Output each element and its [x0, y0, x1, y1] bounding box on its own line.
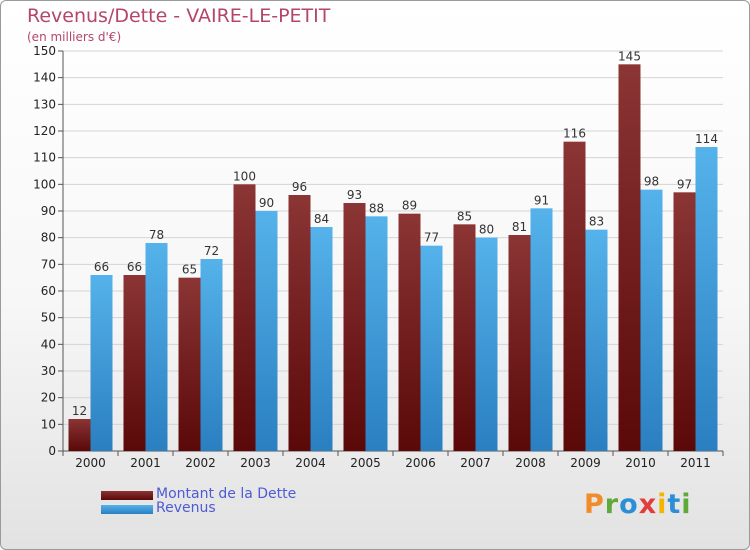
chart-subtitle: (en milliers d'€): [27, 30, 122, 44]
y-tick-label: 10: [41, 417, 56, 431]
y-tick-label: 70: [41, 257, 56, 271]
data-label-dette: 65: [182, 263, 197, 277]
bar-dette: [178, 277, 201, 451]
y-tick-label: 40: [41, 337, 56, 351]
bar-dette: [233, 184, 256, 452]
data-label-revenus: 78: [149, 228, 164, 242]
data-label-dette: 96: [292, 180, 307, 194]
x-tick-label: 2010: [625, 456, 656, 470]
data-label-dette: 85: [457, 209, 472, 223]
legend-label-revenus: Revenus: [156, 500, 216, 516]
data-label-dette: 66: [127, 260, 142, 274]
y-tick-label: 100: [33, 177, 56, 191]
bar-revenus: [530, 208, 553, 451]
legend-label-dette: Montant de la Dette: [156, 486, 297, 502]
y-tick-label: 140: [33, 71, 56, 85]
data-label-revenus: 88: [369, 201, 384, 215]
y-tick-label: 120: [33, 124, 56, 138]
y-tick-label: 0: [48, 444, 56, 458]
bar-revenus: [475, 237, 498, 451]
x-tick-label: 2003: [240, 456, 271, 470]
chart-title: Revenus/Dette - VAIRE-LE-PETIT: [27, 5, 331, 27]
x-tick-label: 2007: [460, 456, 491, 470]
bar-dette: [453, 224, 476, 451]
data-label-dette: 81: [512, 220, 527, 234]
x-tick-label: 2009: [570, 456, 601, 470]
bar-revenus: [145, 243, 168, 451]
y-tick-label: 80: [41, 231, 56, 245]
bar-dette: [563, 141, 586, 451]
y-tick-label: 130: [33, 97, 56, 111]
data-label-revenus: 114: [695, 132, 718, 146]
bar-revenus: [365, 216, 388, 451]
y-tick-label: 20: [41, 391, 56, 405]
bar-dette: [398, 213, 421, 451]
bar-revenus: [695, 147, 718, 451]
bar-revenus: [585, 229, 608, 451]
axes: 0102030405060708090100110120130140150200…: [33, 44, 724, 470]
y-tick-label: 50: [41, 311, 56, 325]
x-tick-label: 2001: [130, 456, 161, 470]
bar-revenus: [200, 259, 223, 451]
x-tick-label: 2005: [350, 456, 381, 470]
logo-letter: P: [584, 489, 605, 520]
data-label-revenus: 77: [424, 231, 439, 245]
data-label-revenus: 98: [644, 175, 659, 189]
data-label-dette: 93: [347, 188, 362, 202]
data-label-dette: 97: [677, 177, 692, 191]
y-tick-label: 110: [33, 151, 56, 165]
data-label-dette: 100: [233, 169, 256, 183]
logo-letter: o: [619, 489, 639, 520]
data-label-revenus: 84: [314, 212, 329, 226]
data-label-revenus: 72: [204, 244, 219, 258]
data-label-revenus: 80: [479, 223, 494, 237]
data-label-dette: 12: [72, 404, 87, 418]
data-label-revenus: 83: [589, 215, 604, 229]
bar-dette: [123, 275, 146, 451]
bar-dette: [68, 419, 91, 451]
logo-letter: t: [667, 489, 682, 520]
y-tick-label: 60: [41, 284, 56, 298]
proxiti-logo: Proxiti: [584, 489, 692, 520]
x-tick-label: 2004: [295, 456, 326, 470]
y-tick-label: 30: [41, 364, 56, 378]
y-tick-label: 150: [33, 44, 56, 58]
data-label-revenus: 91: [534, 193, 549, 207]
data-label-dette: 116: [563, 127, 586, 141]
legend-swatch-dette: [101, 491, 153, 500]
bar-revenus: [640, 189, 663, 451]
logo-letter: r: [604, 489, 620, 520]
logo-letter: i: [681, 489, 692, 520]
bar-dette: [288, 195, 311, 451]
logo-letter: x: [638, 489, 658, 520]
data-label-dette: 145: [618, 49, 641, 63]
bar-dette: [673, 192, 696, 452]
bar-dette: [343, 203, 366, 451]
data-label-revenus: 90: [259, 196, 274, 210]
data-label-dette: 89: [402, 199, 417, 213]
bar-revenus: [420, 245, 443, 451]
y-tick-label: 90: [41, 204, 56, 218]
bar-revenus: [90, 275, 113, 451]
data-label-revenus: 66: [94, 260, 109, 274]
grid-lines: [63, 50, 723, 425]
logo-letter: i: [657, 489, 668, 520]
bar-dette: [508, 235, 531, 451]
bar-revenus: [255, 211, 278, 451]
bars: [68, 64, 718, 452]
x-tick-label: 2008: [515, 456, 546, 470]
x-tick-label: 2002: [185, 456, 216, 470]
x-tick-label: 2000: [75, 456, 106, 470]
bar-dette: [618, 64, 641, 452]
x-tick-label: 2006: [405, 456, 436, 470]
x-tick-label: 2011: [680, 456, 711, 470]
bar-revenus: [310, 227, 333, 451]
legend-swatch-revenus: [101, 505, 153, 514]
